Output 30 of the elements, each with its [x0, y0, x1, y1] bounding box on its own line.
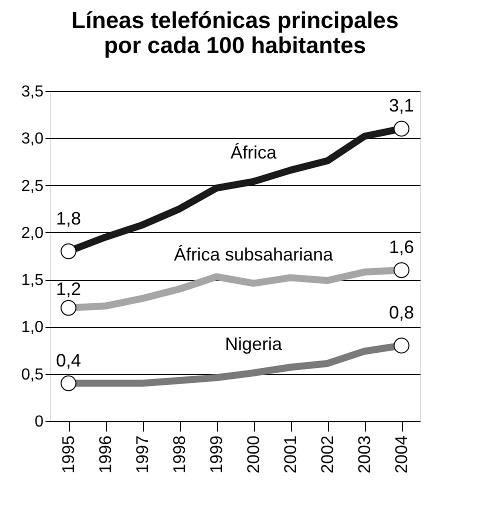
y-tick-label: 2,5 [21, 178, 44, 195]
y-tick-label: 0,5 [21, 366, 44, 384]
y-tick-label: 3,5 [21, 84, 44, 100]
x-tick-label: 2003 [355, 436, 374, 474]
data-label: 1,8 [56, 208, 82, 228]
y-tick-label: 3,0 [21, 130, 44, 148]
series-label: África [230, 142, 278, 163]
series-label: Nigeria [224, 334, 283, 354]
chart-title: Líneas telefónicas principales por cada 100 habitantes [71, 7, 399, 58]
y-tick-label: 0 [34, 414, 44, 430]
x-tick-label: 1997 [133, 436, 152, 474]
data-label: 0,4 [56, 350, 82, 370]
y-tick-label: 1,0 [21, 319, 44, 336]
x-tick-label: 1996 [96, 436, 115, 474]
x-tick-label: 2002 [318, 436, 337, 474]
y-tick-label: 1,5 [21, 272, 44, 290]
x-tick-label: 1998 [170, 436, 189, 474]
x-tick-label: 1995 [59, 436, 78, 474]
x-tick-label: 2001 [281, 436, 300, 474]
point [60, 243, 76, 260]
data-label: 1,6 [388, 237, 414, 258]
point [394, 120, 410, 137]
x-tick-label: 2004 [392, 436, 411, 474]
data-label: 1,2 [56, 278, 82, 299]
x-tick-label: 1999 [207, 436, 226, 474]
series-label: África subsahariana [174, 244, 334, 264]
y-tick-label: 2,0 [21, 224, 44, 242]
data-label: 3,1 [388, 96, 414, 116]
x-tick-label: 2000 [244, 436, 263, 474]
data-label: 0,8 [388, 302, 414, 323]
